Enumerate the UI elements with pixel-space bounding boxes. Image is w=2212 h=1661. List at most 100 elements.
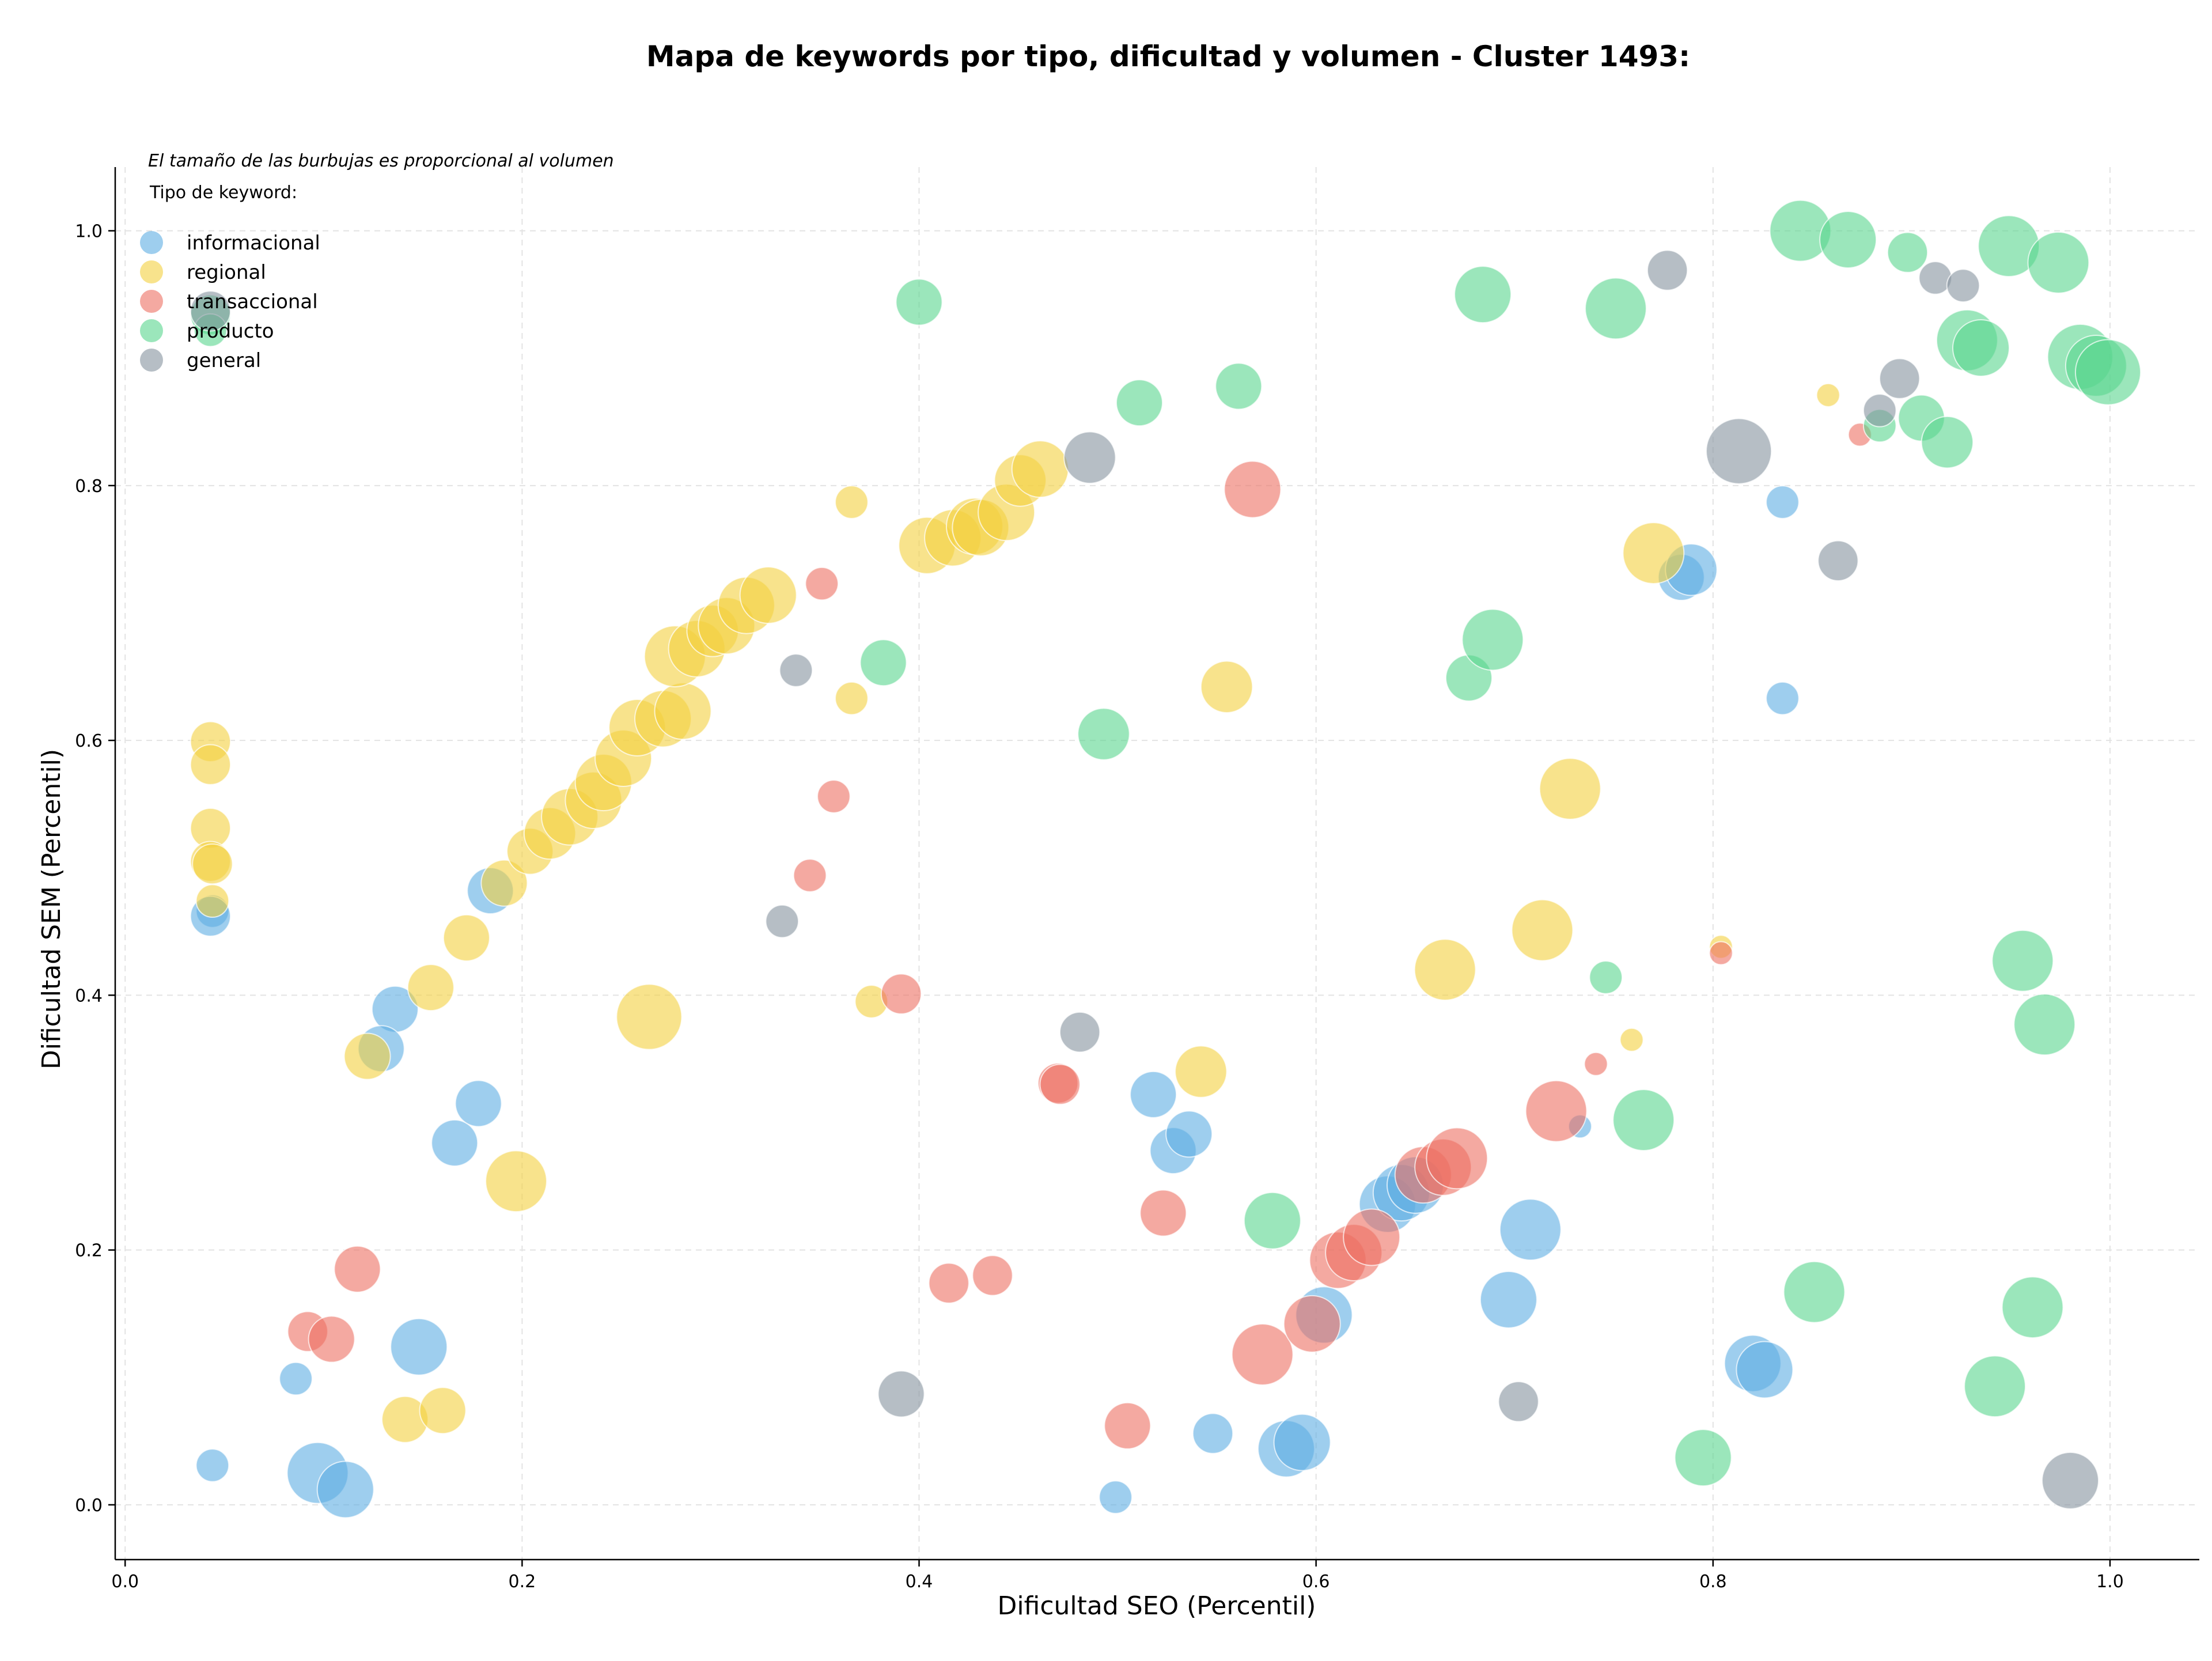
- bubble-regional: [835, 681, 869, 716]
- bubble-informacional: [390, 1318, 448, 1376]
- bubble-transaccional: [1343, 1208, 1401, 1266]
- axes: [114, 167, 2199, 1561]
- bubble-producto: [1964, 1355, 2027, 1418]
- legend-title: Tipo de keyword:: [149, 183, 297, 203]
- x-tick-label: 0.2: [509, 1572, 536, 1592]
- bubble-producto: [2074, 339, 2142, 406]
- x-tick-label: 0.6: [1302, 1572, 1330, 1592]
- bubble-general: [1879, 358, 1921, 399]
- bubble-producto: [1991, 929, 2054, 992]
- bubble-regional: [616, 983, 683, 1050]
- bubble-transaccional: [1039, 1064, 1081, 1105]
- bubble-producto: [1589, 960, 1623, 994]
- bubble-informacional: [1192, 1413, 1234, 1454]
- bubble-general: [1063, 431, 1116, 484]
- bubble-producto: [2001, 1276, 2064, 1339]
- bubble-informacional: [454, 1080, 502, 1127]
- bubble-regional: [192, 843, 233, 885]
- bubble-producto: [1454, 266, 1512, 324]
- bubble-informacional: [1130, 1070, 1177, 1118]
- bubble-producto: [1887, 232, 1929, 273]
- y-tick-label: 0.4: [75, 986, 103, 1006]
- bubble-general: [1059, 1011, 1101, 1053]
- bubble-transaccional: [334, 1245, 381, 1293]
- x-tick-label: 0.0: [111, 1572, 139, 1592]
- bubble-regional: [1816, 383, 1840, 407]
- bubble-transaccional: [1584, 1051, 1608, 1076]
- bubble-transaccional: [817, 780, 851, 814]
- bubble-regional: [1011, 440, 1069, 498]
- bubble-general: [1498, 1381, 1539, 1422]
- bubble-regional: [835, 485, 869, 519]
- bubble-producto: [1921, 415, 1974, 469]
- bubble-general: [877, 1370, 925, 1418]
- bubble-transaccional: [793, 858, 827, 892]
- bubble-regional: [480, 859, 528, 907]
- bubble-regional: [1414, 939, 1476, 1001]
- bubble-producto: [1115, 379, 1163, 427]
- bubble-producto: [859, 639, 907, 687]
- bubble-transaccional: [1709, 941, 1733, 966]
- bubble-producto: [1077, 707, 1130, 760]
- bubble-informacional: [1499, 1198, 1562, 1261]
- bubble-general: [1706, 418, 1772, 485]
- bubble-transaccional: [1231, 1323, 1294, 1386]
- bubble-general: [190, 290, 232, 332]
- bubble-general: [2041, 1451, 2100, 1509]
- bubble-informacional: [1479, 1270, 1537, 1329]
- bubble-informacional: [1736, 1341, 1794, 1399]
- bubble-producto: [1461, 608, 1524, 671]
- legend-marker-informacional: [140, 231, 163, 254]
- bubble-producto: [2027, 231, 2090, 294]
- bubble-regional: [1622, 522, 1685, 584]
- bubble-general: [779, 653, 813, 687]
- bubble-informacional: [279, 1361, 313, 1396]
- bubble-informacional: [1099, 1480, 1132, 1514]
- legend-label-regional: regional: [187, 261, 266, 284]
- bubble-producto: [895, 278, 943, 326]
- bubble-transaccional: [308, 1315, 355, 1363]
- bubble-regional: [407, 964, 454, 1012]
- bubble-general: [1946, 268, 1980, 302]
- bubble-regional: [485, 1150, 547, 1213]
- bubble-general: [1646, 249, 1688, 291]
- bubble-regional: [1511, 899, 1574, 962]
- legend-marker-producto: [140, 319, 163, 342]
- legend: informacional regional transaccional produc…: [140, 231, 320, 372]
- bubble-regional: [1619, 1027, 1644, 1052]
- x-axis-label: Dificultad SEO (Percentil): [998, 1591, 1316, 1621]
- legend-marker-general: [140, 349, 163, 372]
- bubble-informacional: [431, 1119, 479, 1167]
- bubble-transaccional: [1283, 1295, 1341, 1353]
- legend-label-general: general: [187, 349, 261, 372]
- bubble-transaccional: [1139, 1189, 1187, 1237]
- bubble-size-note: El tamaño de las burbujas es proporciona…: [148, 151, 614, 171]
- bubble-transaccional: [1224, 460, 1282, 519]
- bubble-transaccional: [928, 1262, 969, 1304]
- bubble-regional: [343, 1032, 391, 1080]
- bubble-producto: [1819, 211, 1877, 269]
- bubble-regional: [190, 744, 232, 785]
- y-tick-label: 0.2: [75, 1241, 103, 1261]
- legend-label-producto: producto: [187, 320, 274, 343]
- bubble-transaccional: [1426, 1127, 1488, 1190]
- y-tick-label: 0.6: [75, 731, 103, 751]
- bubble-general: [1862, 394, 1897, 427]
- bubble-producto: [1243, 1191, 1301, 1250]
- x-tick-label: 0.4: [906, 1572, 933, 1592]
- legend-marker-transaccional: [140, 290, 163, 313]
- bubble-regional: [442, 914, 490, 962]
- bubble-transaccional: [805, 566, 839, 601]
- bubble-transaccional: [1104, 1402, 1152, 1450]
- ticks: 0.0 0.2 0.4 0.6 0.8 1.0 0.0 0.2 0.4 0.6 0.8 1.0: [75, 222, 2124, 1592]
- bubble-informacional: [1273, 1413, 1331, 1471]
- legend-marker-regional: [140, 260, 163, 283]
- bubble-producto: [1783, 1261, 1846, 1323]
- bubble-producto: [1612, 1089, 1675, 1152]
- bubble-transaccional: [972, 1255, 1013, 1296]
- x-tick-label: 1.0: [2096, 1572, 2124, 1592]
- x-tick-label: 0.8: [1699, 1572, 1727, 1592]
- bubble-transaccional: [880, 973, 922, 1015]
- bubble-informacional: [1165, 1110, 1213, 1158]
